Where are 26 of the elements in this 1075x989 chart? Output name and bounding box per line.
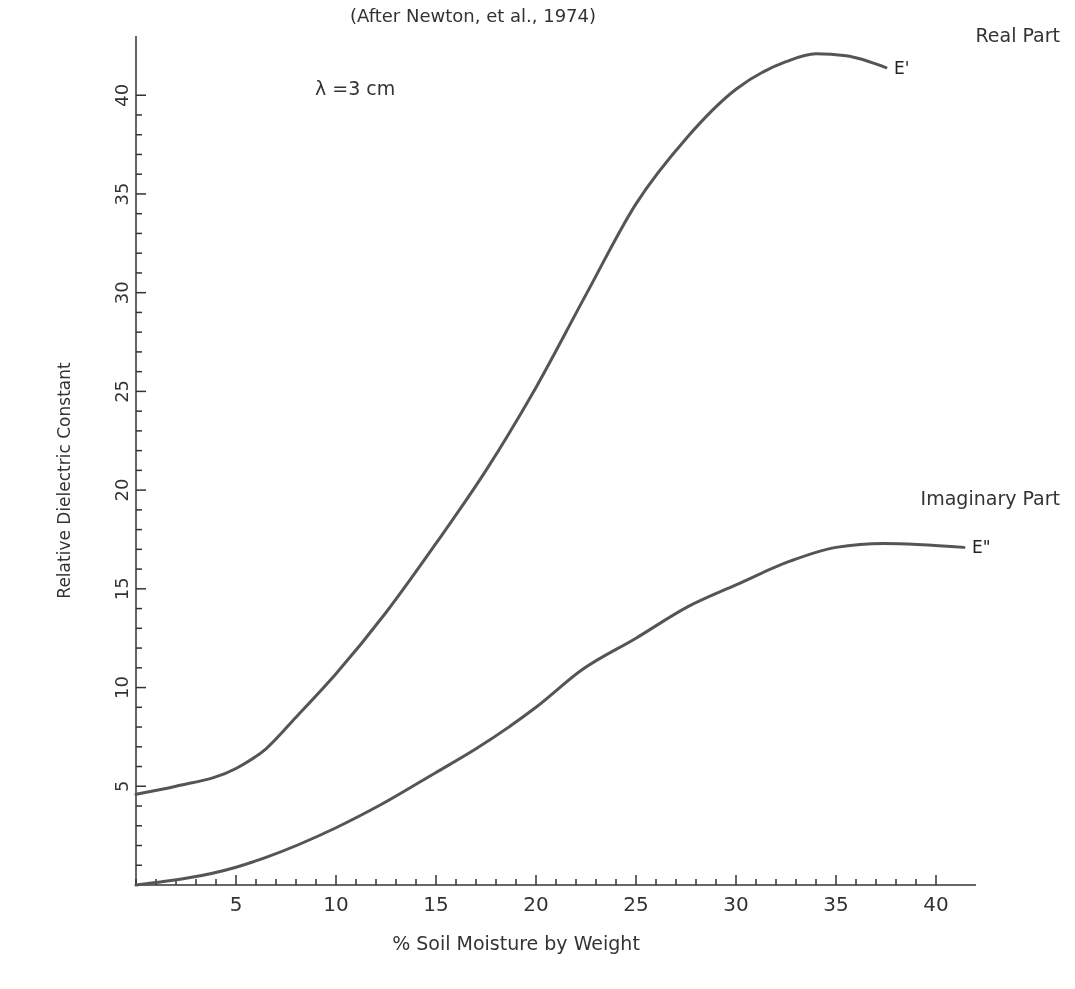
line-series (134, 541, 966, 887)
chart-title: (After Newton, et al., 1974) (350, 5, 597, 26)
x-tick-label: 20 (523, 892, 549, 916)
x-tick-label: 25 (623, 892, 649, 916)
x-tick-label: 10 (323, 892, 349, 916)
series-label: E" (972, 537, 991, 558)
y-tick-label: 5 (111, 780, 132, 793)
x-tick-label: 30 (723, 892, 749, 916)
y-tick-label: 35 (111, 182, 132, 206)
y-tick-label: 25 (111, 379, 132, 403)
y-tick-label: 20 (111, 478, 132, 502)
x-tick-label: 5 (229, 892, 243, 916)
x-tick-label: 40 (923, 892, 949, 916)
line-series (134, 52, 888, 796)
y-axis-title: Relative Dielectric Constant (54, 362, 74, 599)
x-tick-label: 35 (823, 892, 849, 916)
x-axis-title: % Soil Moisture by Weight (392, 932, 640, 954)
x-tick-label: 15 (423, 892, 449, 916)
y-tick-label: 15 (111, 577, 132, 601)
y-tick-label: 10 (111, 676, 132, 700)
y-tick-label: 30 (111, 281, 132, 305)
annotation: λ =3 cm (315, 77, 396, 99)
annotation: Imaginary Part (920, 487, 1060, 509)
annotation: Real Part (975, 24, 1060, 46)
y-tick-label: 40 (111, 83, 132, 107)
series-label: E' (894, 57, 910, 78)
